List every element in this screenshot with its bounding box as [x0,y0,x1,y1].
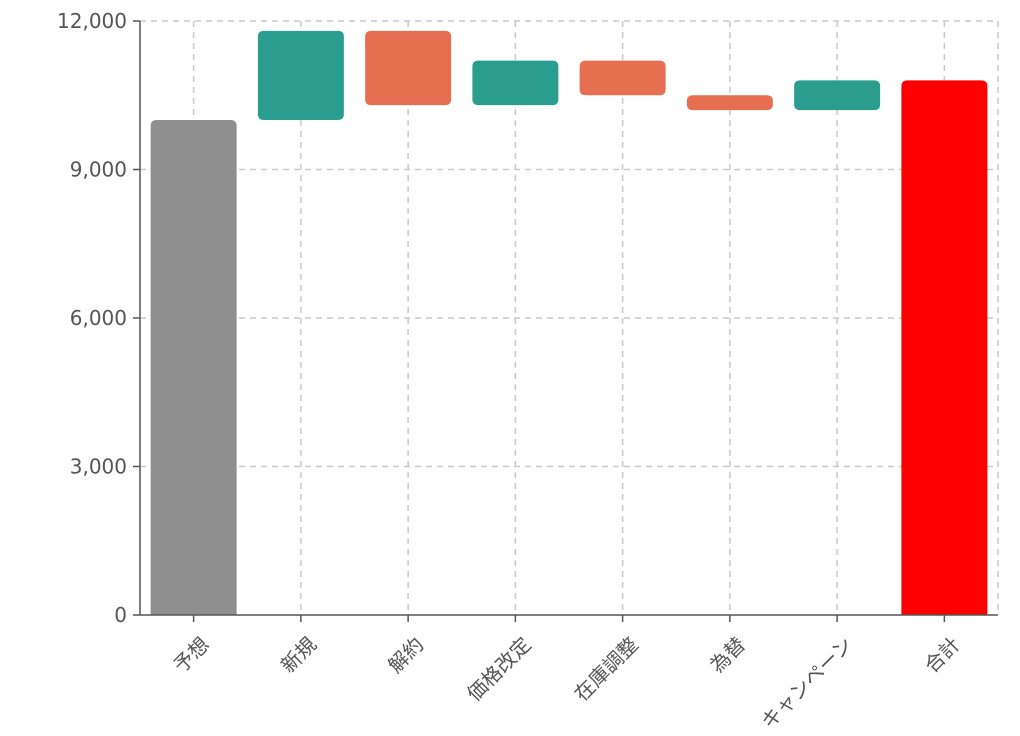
x-tick-label-7: 合計 [919,632,964,677]
y-tick-label-1: 3,000 [70,455,127,479]
x-tick-label-2: 解約 [383,632,428,677]
x-tick-label-0: 予想 [169,632,214,677]
x-tick-label-5: 為替 [705,632,750,677]
x-tick-label-1: 新規 [276,632,321,677]
bar-2 [365,30,452,106]
x-tick-label-6: キャンペーン [756,632,857,733]
x-tick-label-4: 在庫調整 [569,632,643,706]
y-tick-label-2: 6,000 [70,306,127,330]
axis-layer [133,20,998,622]
bar-4 [579,60,666,96]
y-tick-label-4: 12,000 [57,9,127,33]
bar-7 [901,80,988,615]
bar-0 [150,120,237,615]
bar-3 [472,60,559,106]
bar-6 [794,80,881,111]
y-tick-label-3: 9,000 [70,158,127,182]
x-tick-label-3: 価格改定 [462,632,536,706]
bar-1 [257,30,344,120]
bar-5 [686,95,773,111]
y-tick-label-0: 0 [114,603,127,627]
bar-layer [150,30,988,615]
